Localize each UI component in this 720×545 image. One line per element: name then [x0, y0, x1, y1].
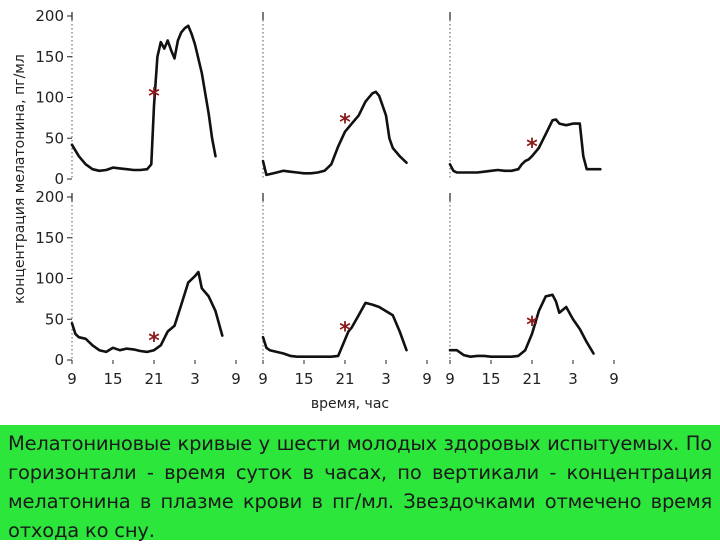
y-tick-label: 200 [35, 188, 64, 206]
sleep-onset-asterisk: * [339, 111, 351, 136]
x-tick-label: 3 [190, 370, 200, 388]
x-tick-label: 9 [231, 370, 241, 388]
x-axis-label: время, час [311, 396, 389, 412]
panels-layer: * * * * * * [67, 12, 615, 364]
x-tick-label: 21 [522, 370, 541, 388]
melatonin-curve [261, 301, 408, 358]
x-tick-label: 15 [481, 370, 500, 388]
y-tick-label: 200 [35, 7, 64, 25]
y-tick-label: 0 [54, 170, 64, 188]
figure-caption: Мелатониновые кривые у шести молодых здо… [0, 425, 720, 542]
y-tick-label: 0 [54, 351, 64, 369]
x-tick-label: 9 [67, 370, 77, 388]
sleep-onset-asterisk: * [526, 313, 538, 338]
y-tick-label: 50 [45, 310, 64, 328]
sleep-onset-asterisk: * [526, 135, 538, 160]
x-tick-label: 9 [609, 370, 619, 388]
x-tick-label: 21 [335, 370, 354, 388]
melatonin-curve [261, 90, 408, 177]
x-tick-labels: 9 15 21 3 9 9 15 21 3 9 9 15 21 3 9 [67, 370, 619, 388]
y-tick-label: 150 [35, 48, 64, 66]
melatonin-curve [448, 118, 602, 174]
melatonin-curve [448, 293, 595, 358]
sleep-onset-asterisk: * [148, 329, 160, 354]
y-tick-label: 100 [35, 89, 64, 107]
melatonin-curve [70, 270, 224, 354]
melatonin-curve [70, 24, 217, 173]
panel-subject-3: * [448, 12, 602, 179]
y-tick-label: 50 [45, 129, 64, 147]
panel-subject-5: * [261, 193, 428, 364]
sleep-onset-asterisk: * [339, 319, 351, 344]
panel-subject-4: * [67, 193, 237, 364]
x-tick-label: 9 [258, 370, 268, 388]
y-axis-label: концентрация мелатонина, пг/мл [12, 54, 28, 304]
panel-subject-1: * [67, 12, 217, 180]
y-tick-label: 100 [35, 270, 64, 288]
x-tick-label: 3 [568, 370, 578, 388]
y-tick-label: 150 [35, 229, 64, 247]
x-tick-label: 21 [144, 370, 163, 388]
x-tick-label: 3 [381, 370, 391, 388]
panel-subject-2: * [261, 12, 408, 179]
x-tick-label: 9 [445, 370, 455, 388]
panel-subject-6: * [448, 193, 615, 364]
sleep-onset-asterisk: * [148, 85, 160, 110]
x-tick-label: 9 [422, 370, 432, 388]
x-tick-label: 15 [103, 370, 122, 388]
x-tick-label: 15 [294, 370, 313, 388]
